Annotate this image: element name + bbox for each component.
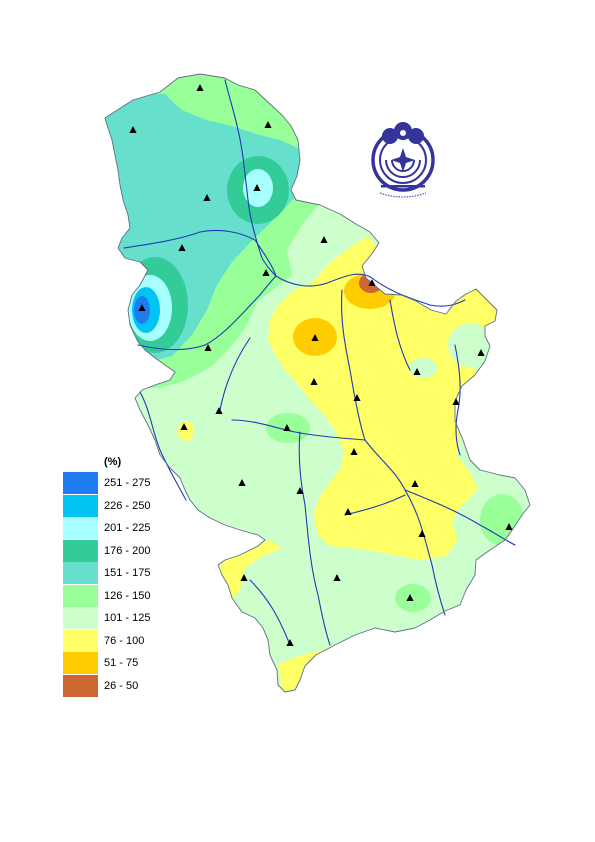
legend-swatch [63,472,98,494]
triangle-icon [238,479,246,486]
river [139,391,187,501]
triangle-icon [283,424,291,431]
triangle-icon [368,279,376,286]
river [389,299,411,371]
triangle-icon [411,480,419,487]
triangle-icon [350,448,358,455]
legend-title: (%) [104,456,122,468]
legend-item: 101 - 125 [63,607,173,629]
legend-item: 51 - 75 [63,652,173,674]
river [224,79,277,277]
river [137,275,277,351]
triangle-icon [178,244,186,251]
triangle-icon [418,530,426,537]
zone-76-100-central [268,236,502,560]
river [123,229,466,307]
river [231,419,366,441]
legend-label: 151 - 175 [104,567,151,579]
emblem-base-bar [381,185,425,188]
legend-label: 76 - 100 [104,634,145,647]
zone-76-100-west-patch [178,421,194,441]
legend-swatch [63,562,98,584]
legend-item: 201 - 225 [63,517,173,539]
legend: (%) 251 - 275 226 - 250 201 - 225 176 - … [63,454,173,704]
emblem-icon [371,122,435,198]
triangle-icon [320,236,328,243]
legend-label: 26 - 50 [104,679,139,692]
legend-swatch [63,607,98,629]
legend-label: 126 - 150 [104,589,151,602]
emblem-lettering-arc [379,192,427,198]
triangle-icon [311,334,319,341]
triangle-icon [203,194,211,201]
legend-label: 201 - 225 [104,522,151,534]
triangle-icon [477,349,485,356]
triangle-icon [333,574,341,581]
legend-swatch [63,584,98,607]
triangle-icon [286,639,294,646]
triangle-icon [413,368,421,375]
legend-label: 226 - 250 [104,499,151,512]
triangle-icon [353,394,361,401]
emblem-crown-center [400,130,406,136]
triangle-icon [262,269,270,276]
triangle-icon [505,523,513,530]
emblem-star [391,148,415,172]
triangle-icon [129,126,137,133]
legend-swatch [63,494,98,517]
triangle-icon [253,184,261,191]
precipitation-zones [105,74,524,692]
legend-item: 151 - 175 [63,562,173,584]
legend-swatch [63,652,98,674]
river [404,489,516,546]
triangle-icon [240,574,248,581]
emblem-crown-lobe [408,128,424,144]
triangle-icon [180,423,188,430]
triangle-icon [264,121,272,128]
legend-item: 76 - 100 [63,629,173,652]
river [454,344,461,456]
legend-label: 51 - 75 [104,657,139,669]
triangle-icon [204,344,212,351]
legend-item: 226 - 250 [63,494,173,517]
triangle-icon [196,84,204,91]
river [341,289,366,441]
triangle-icon [138,304,146,311]
station-markers [129,84,513,646]
river [298,431,331,646]
legend-label: 101 - 125 [104,612,151,624]
river [364,439,446,616]
rivers [123,79,516,646]
zone-101-125-small-patch [409,358,437,378]
zone-76-100-south-strip [278,644,340,692]
river [219,337,251,411]
triangle-icon [215,407,223,414]
triangle-icon [344,508,352,515]
emblem-crown-lobe [382,128,398,144]
legend-swatch [63,539,98,562]
legend-label: 176 - 200 [104,544,151,557]
legend-item: 126 - 150 [63,584,173,607]
river [249,579,291,646]
country-border [104,73,531,693]
triangle-icon [406,594,414,601]
triangle-icon [452,398,460,405]
legend-item: 26 - 50 [63,674,173,697]
legend-swatch [63,674,98,697]
legend-swatch [63,629,98,652]
legend-item: 176 - 200 [63,539,173,562]
legend-label: 251 - 275 [104,477,151,489]
zone-126-150-south-spot [395,584,431,612]
emblem-wave [385,159,421,178]
legend-item: 251 - 275 [63,472,173,494]
triangle-icon [296,487,304,494]
legend-swatch [63,517,98,539]
triangle-icon [310,378,318,385]
